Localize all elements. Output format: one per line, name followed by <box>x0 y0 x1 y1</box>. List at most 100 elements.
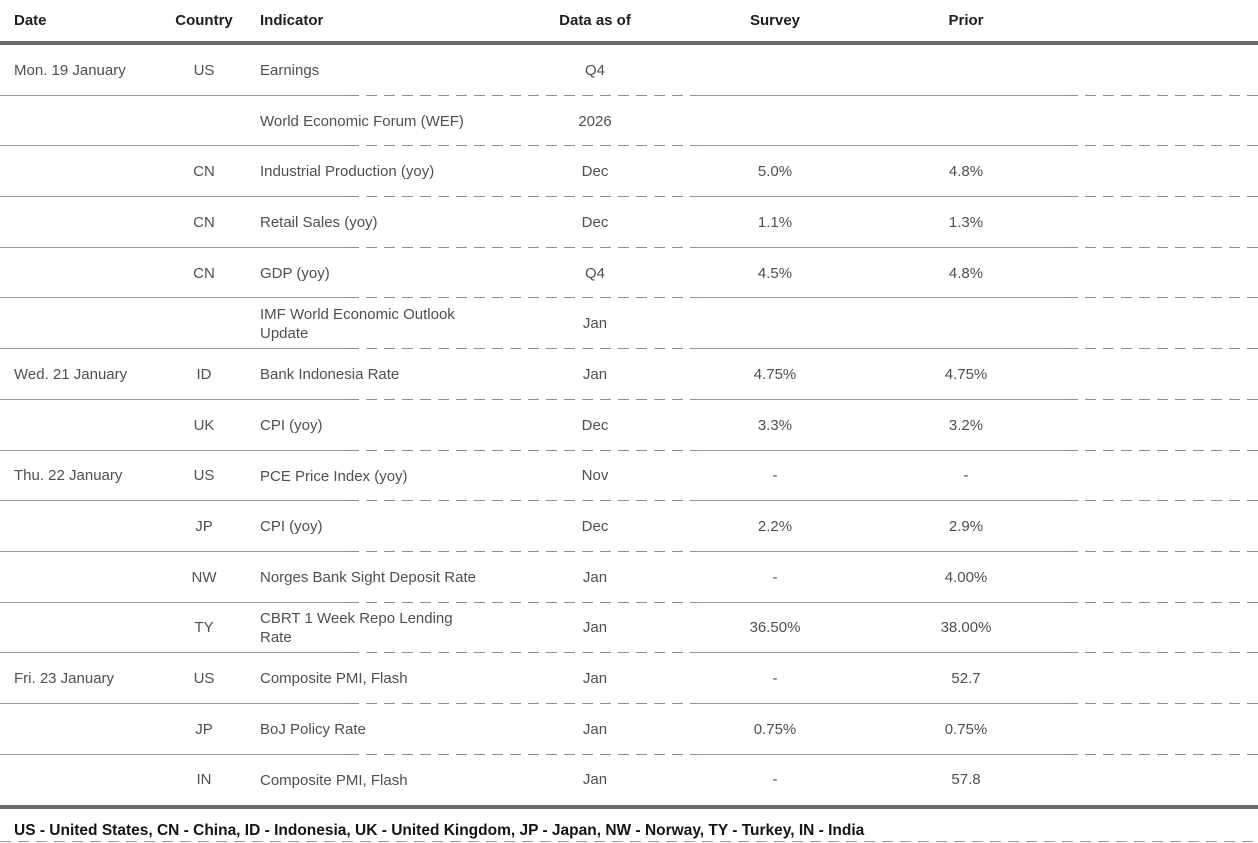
row-survey-cell: - <box>772 568 778 586</box>
row-country-cell: NW <box>191 568 217 586</box>
row-prior-cell: 52.7 <box>951 670 981 688</box>
row-indicator-cell: PCE Price Index (yoy) <box>248 466 545 486</box>
table-row: CN Retail Sales (yoy) Dec 1.1% 1.3% <box>0 197 1258 248</box>
row-country-cell: JP <box>195 518 213 536</box>
row-indicator-cell: Composite PMI, Flash <box>248 669 545 689</box>
row-prior-cell: 4.00% <box>944 568 988 586</box>
row-data-as-of-cell: Q4 <box>584 61 605 79</box>
row-survey-cell: 0.75% <box>753 720 797 738</box>
page-bottom-divider <box>0 841 1258 842</box>
row-indicator-cell: Industrial Production (yoy) <box>248 162 545 182</box>
column-header-indicator: Indicator <box>260 12 324 29</box>
table-row: NW Norges Bank Sight Deposit Rate Jan - … <box>0 552 1258 603</box>
row-country-cell: UK <box>193 416 215 434</box>
row-data-as-of-cell: Dec <box>581 163 609 181</box>
row-prior-cell: 2.9% <box>948 518 984 536</box>
row-data-as-of-cell: Jan <box>582 670 608 688</box>
table-row: CN Industrial Production (yoy) Dec 5.0% … <box>0 146 1258 197</box>
table-row: IMF World Economic Outlook Update Jan <box>0 298 1258 349</box>
row-date-cell: Mon. 19 January <box>14 61 126 79</box>
table-body: Mon. 19 January US Earnings Q4 World Eco… <box>0 45 1258 805</box>
table-row: Thu. 22 January US PCE Price Index (yoy)… <box>0 451 1258 502</box>
row-indicator-text: Retail Sales (yoy) <box>260 214 378 232</box>
row-country-cell: IN <box>196 771 212 789</box>
row-survey-cell: 5.0% <box>757 163 793 181</box>
row-survey-cell: - <box>772 771 778 789</box>
row-survey-cell: 36.50% <box>749 619 801 637</box>
row-data-as-of-cell: Dec <box>581 518 609 536</box>
row-survey-cell: 3.3% <box>757 416 793 434</box>
row-survey-cell: 1.1% <box>757 213 793 231</box>
row-indicator-text: GDP (yoy) <box>260 264 330 282</box>
row-indicator-cell: Retail Sales (yoy) <box>248 213 545 233</box>
row-indicator-cell: Earnings <box>248 61 545 81</box>
header-divider-rule <box>0 41 1258 45</box>
row-indicator-text: IMF World Economic Outlook Update <box>260 305 455 342</box>
row-indicator-cell: CPI (yoy) <box>248 415 545 435</box>
row-country-cell: JP <box>195 720 213 738</box>
row-data-as-of-cell: Jan <box>582 365 608 383</box>
row-prior-cell: 0.75% <box>944 720 988 738</box>
table-row: Fri. 23 January US Composite PMI, Flash … <box>0 653 1258 704</box>
row-data-as-of-cell: Nov <box>581 467 609 485</box>
row-indicator-text: CPI (yoy) <box>260 518 323 536</box>
row-prior-cell: 3.2% <box>948 416 984 434</box>
column-header-date: Date <box>14 12 47 29</box>
row-prior-cell: 1.3% <box>948 213 984 231</box>
row-indicator-text: CPI (yoy) <box>260 416 323 434</box>
row-survey-cell: - <box>772 467 778 485</box>
row-data-as-of-cell: Dec <box>581 416 609 434</box>
row-indicator-text: Composite PMI, Flash <box>260 670 408 688</box>
row-indicator-cell: IMF World Economic Outlook Update <box>248 305 545 343</box>
row-indicator-cell: GDP (yoy) <box>248 263 545 283</box>
table-row: Mon. 19 January US Earnings Q4 <box>0 45 1258 96</box>
row-prior-cell: 4.8% <box>948 264 984 282</box>
table-row: IN Composite PMI, Flash Jan - 57.8 <box>0 755 1258 806</box>
row-date-cell: Wed. 21 January <box>14 365 128 383</box>
row-indicator-text: World Economic Forum (WEF) <box>260 112 464 130</box>
row-indicator-text: Earnings <box>260 62 320 80</box>
row-date-cell: Thu. 22 January <box>14 467 123 485</box>
row-prior-cell: 4.75% <box>944 365 988 383</box>
row-data-as-of-cell: Jan <box>582 771 608 789</box>
row-indicator-cell: Norges Bank Sight Deposit Rate <box>248 567 545 587</box>
row-survey-cell: - <box>772 670 778 688</box>
row-data-as-of-cell: Jan <box>582 568 608 586</box>
row-indicator-cell: Bank Indonesia Rate <box>248 365 545 385</box>
row-data-as-of-cell: Jan <box>582 315 608 333</box>
table-bottom-rule <box>0 805 1258 810</box>
row-indicator-text: CBRT 1 Week Repo Lending Rate <box>260 609 453 646</box>
row-data-as-of-cell: Jan <box>582 619 608 637</box>
row-indicator-cell: CBRT 1 Week Repo Lending Rate <box>248 609 545 647</box>
row-country-cell: US <box>193 61 215 79</box>
row-country-cell: US <box>193 467 215 485</box>
row-prior-cell: 4.8% <box>948 163 984 181</box>
row-indicator-cell: BoJ Policy Rate <box>248 720 545 740</box>
row-survey-cell: 4.75% <box>753 365 797 383</box>
row-indicator-text: Bank Indonesia Rate <box>260 366 400 384</box>
row-indicator-text: Norges Bank Sight Deposit Rate <box>260 568 476 586</box>
table-row: JP BoJ Policy Rate Jan 0.75% 0.75% <box>0 704 1258 755</box>
country-legend: US - United States, CN - China, ID - Ind… <box>14 822 865 840</box>
row-data-as-of-cell: 2026 <box>578 112 612 130</box>
row-survey-cell: 4.5% <box>757 264 793 282</box>
row-prior-cell: 57.8 <box>951 771 981 789</box>
row-country-cell: CN <box>193 163 215 181</box>
row-prior-cell: - <box>963 467 969 485</box>
row-country-cell: CN <box>193 264 215 282</box>
row-date-cell: Fri. 23 January <box>14 670 115 688</box>
table-header-row: Date Country Indicator Data as of Survey… <box>0 0 1258 41</box>
row-indicator-text: Composite PMI, Flash <box>260 771 408 789</box>
row-prior-cell: 38.00% <box>940 619 992 637</box>
row-survey-cell: 2.2% <box>757 518 793 536</box>
row-indicator-text: BoJ Policy Rate <box>260 721 366 739</box>
table-row: World Economic Forum (WEF) 2026 <box>0 96 1258 147</box>
column-header-survey: Survey <box>749 12 801 29</box>
row-data-as-of-cell: Q4 <box>584 264 605 282</box>
row-data-as-of-cell: Dec <box>581 213 609 231</box>
row-country-cell: CN <box>193 213 215 231</box>
table-row: TY CBRT 1 Week Repo Lending Rate Jan 36.… <box>0 603 1258 654</box>
row-country-cell: US <box>193 670 215 688</box>
table-row: CN GDP (yoy) Q4 4.5% 4.8% <box>0 248 1258 299</box>
